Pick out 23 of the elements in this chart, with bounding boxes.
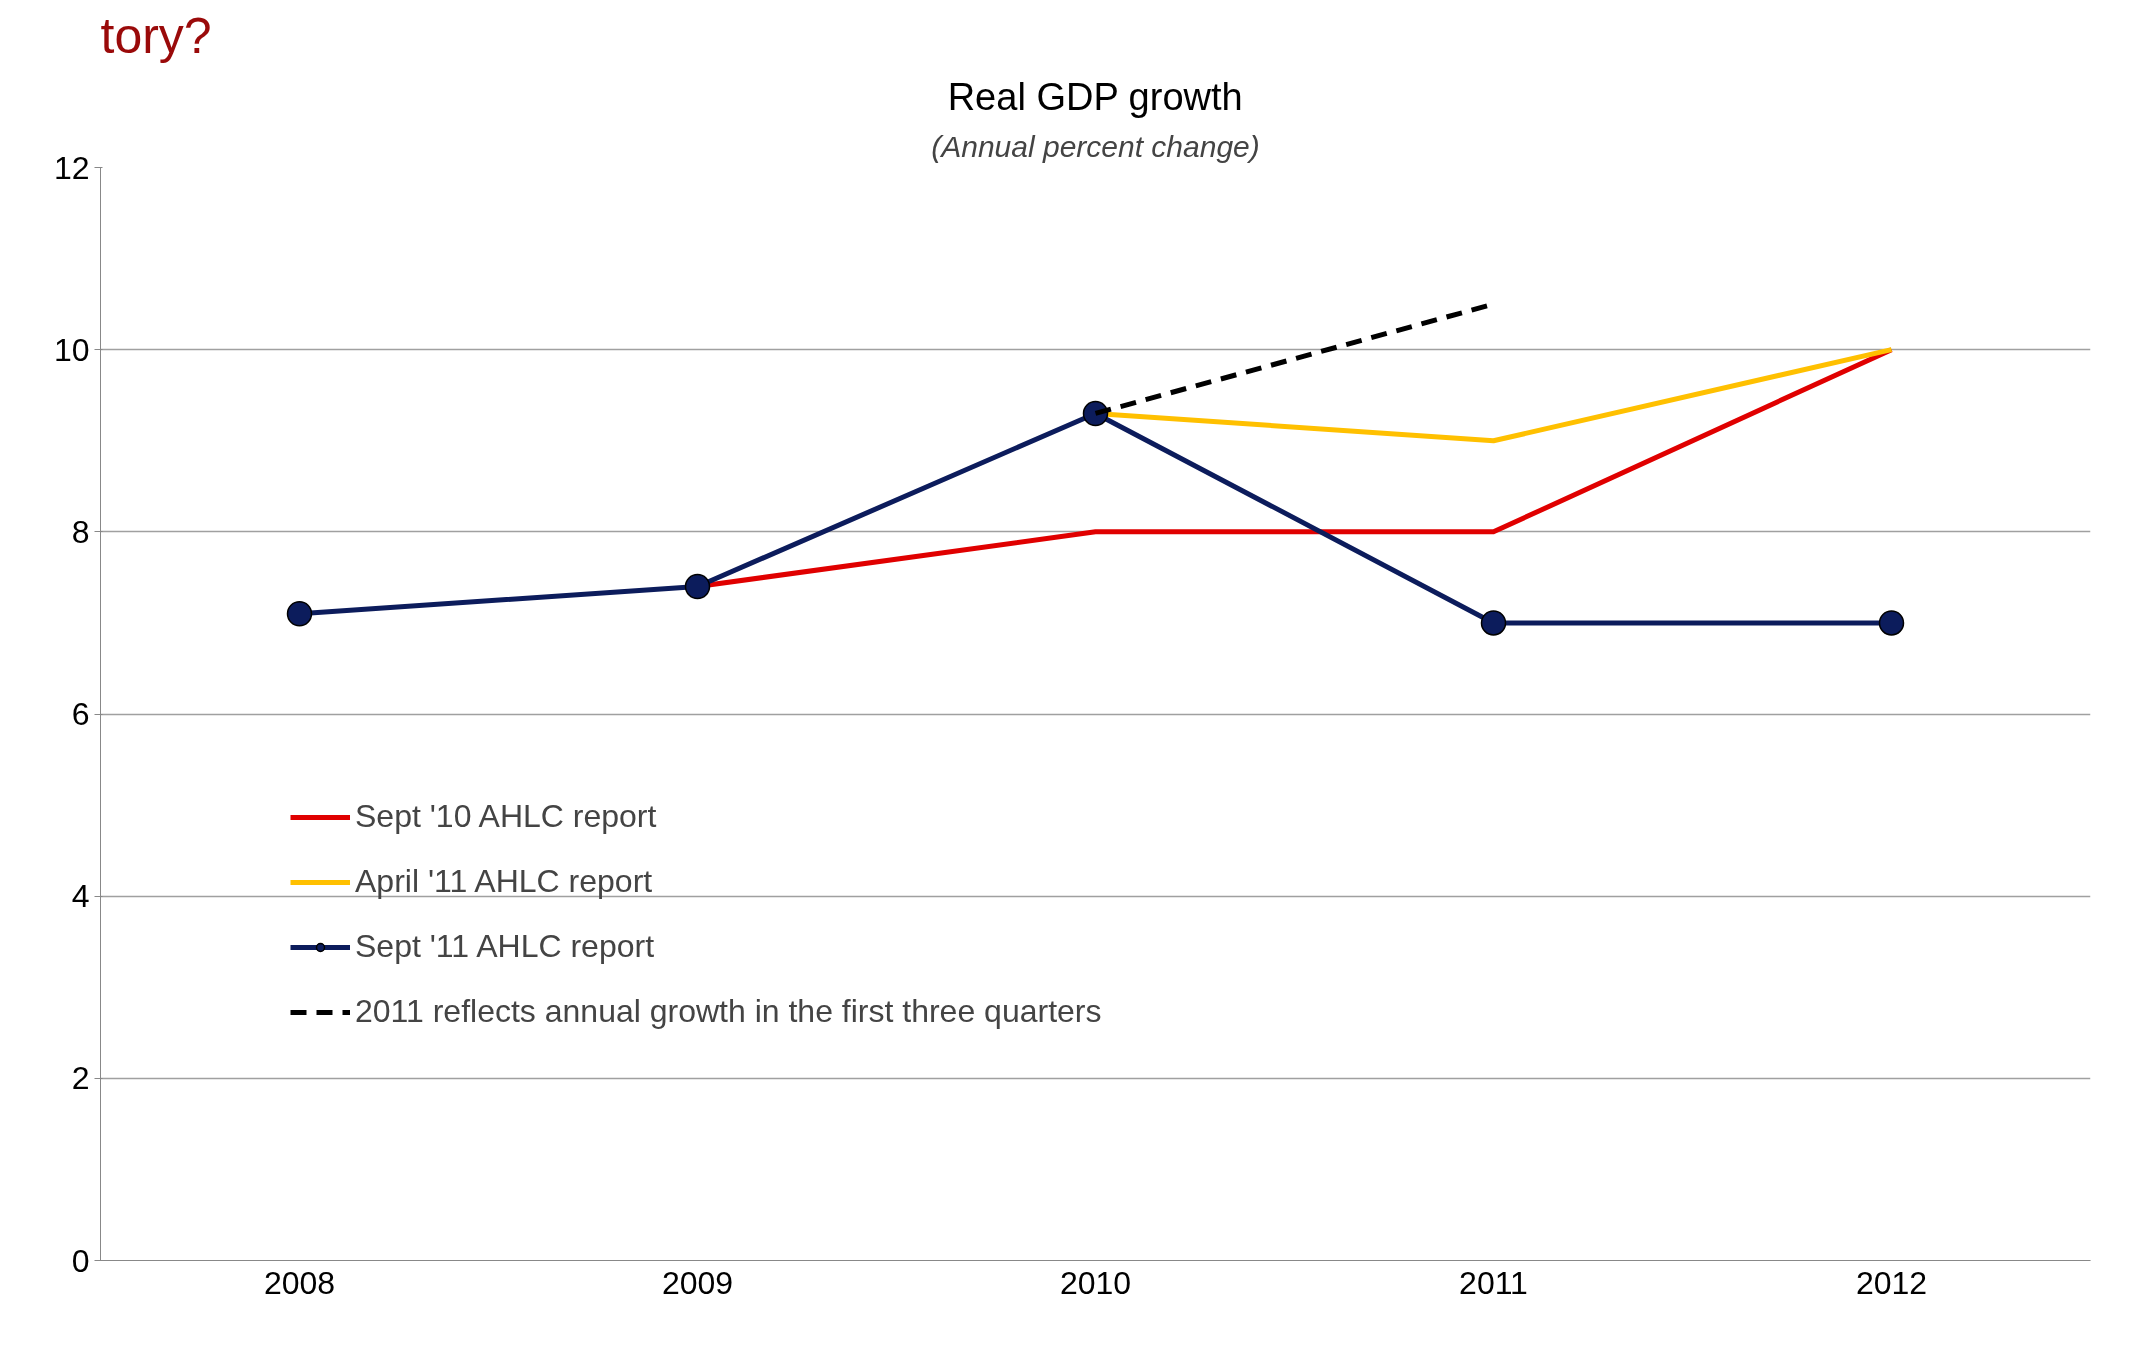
point [1480,610,1507,636]
point [286,601,313,627]
x-tick-label: 2012 [1855,1264,1928,1301]
text: tory? [100,7,212,64]
y-tick-label: 4 [71,878,90,915]
x-tick-label: 2009 [661,1264,734,1301]
point [1878,610,1905,636]
legend-label: 2011 reflects annual growth in the first three quarters [355,993,1102,1030]
legend-label: Sept '10 AHLC report [355,798,657,835]
chart-title: Real GDP growth [947,75,1243,118]
x-tick-label: 2010 [1059,1264,1132,1301]
chart-subtitle: (Annual percent change) [931,129,1260,163]
x-tick-label: 2011 [1459,1264,1528,1301]
y-tick-label: 0 [71,1242,90,1279]
legend-label: Sept '11 AHLC report [355,928,655,965]
point [684,573,711,600]
y-tick-label: 8 [71,513,90,550]
y-tick-label: 12 [53,149,90,186]
y-tick-label: 10 [53,331,90,368]
y-tick-label: 6 [71,696,90,732]
y-tick-label: 2 [71,1060,90,1097]
legend-label: April '11 AHLC report [355,863,653,900]
x-tick-label: 2008 [263,1264,336,1301]
